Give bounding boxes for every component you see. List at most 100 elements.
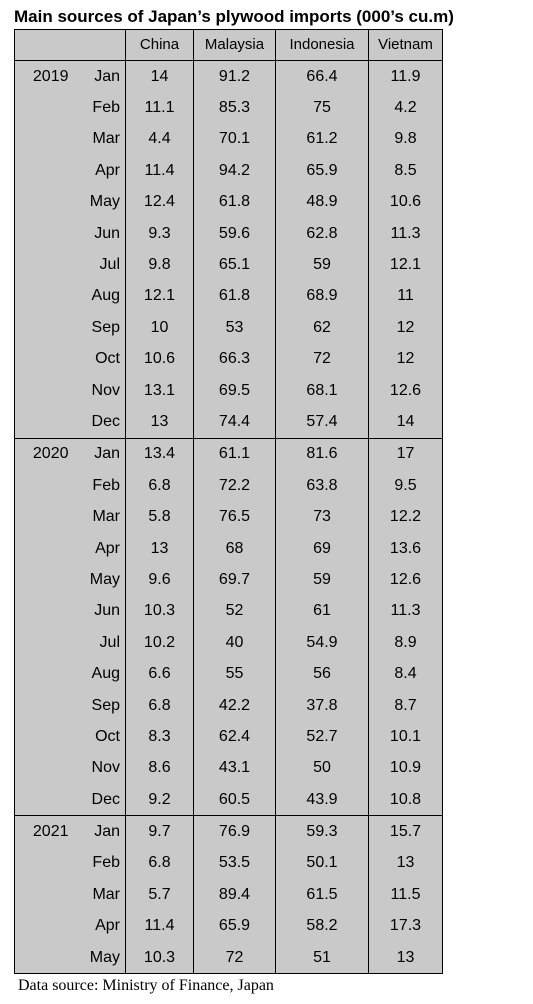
value-cell: 53 (193, 312, 276, 344)
year-cell (14, 941, 77, 975)
month-cell: Mar (76, 501, 126, 533)
value-cell: 43.1 (193, 752, 276, 784)
year-cell: 2020 (14, 437, 77, 471)
value-cell: 10.1 (368, 721, 443, 753)
month-cell: Jul (76, 249, 126, 281)
value-cell: 43.9 (275, 783, 369, 816)
value-cell: 10.2 (125, 627, 194, 659)
table-row: Apr 11.4 94.2 65.9 8.5 (14, 155, 443, 187)
column-header: Indonesia (275, 29, 369, 61)
year-cell (14, 532, 77, 565)
value-cell: 13.1 (125, 374, 194, 407)
month-cell: Jun (76, 217, 126, 250)
month-cell: Apr (76, 532, 126, 565)
year-cell (14, 501, 77, 533)
value-cell: 91.2 (193, 60, 276, 93)
value-cell: 55 (193, 658, 276, 690)
value-cell: 42.2 (193, 689, 276, 722)
value-cell: 69.7 (193, 564, 276, 596)
month-cell: Mar (76, 879, 126, 911)
table-row: Dec 13 74.4 57.4 14 (14, 406, 443, 439)
value-cell: 6.8 (125, 470, 194, 502)
value-cell: 8.7 (368, 689, 443, 722)
value-cell: 13 (125, 532, 194, 565)
month-cell: Sep (76, 689, 126, 722)
table-row: Jun 10.3 52 61 11.3 (14, 595, 443, 628)
value-cell: 61.5 (275, 879, 369, 911)
column-header: China (125, 29, 194, 61)
year-cell (14, 721, 77, 753)
value-cell: 12.4 (125, 186, 194, 218)
table-row: Jul 10.2 40 54.9 8.9 (14, 627, 443, 659)
value-cell: 11.5 (368, 879, 443, 911)
year-cell (14, 564, 77, 596)
month-cell: Oct (76, 721, 126, 753)
year-cell (14, 689, 77, 722)
value-cell: 94.2 (193, 155, 276, 187)
value-cell: 52.7 (275, 721, 369, 753)
value-cell: 56 (275, 658, 369, 690)
value-cell: 15.7 (368, 815, 443, 848)
value-cell: 48.9 (275, 186, 369, 218)
value-cell: 10.8 (368, 783, 443, 816)
value-cell: 11.3 (368, 217, 443, 250)
value-cell: 85.3 (193, 92, 276, 124)
year-cell (14, 595, 77, 628)
table-row: Jun 9.3 59.6 62.8 11.3 (14, 217, 443, 250)
value-cell: 89.4 (193, 879, 276, 911)
month-cell: Feb (76, 470, 126, 502)
value-cell: 10.3 (125, 941, 194, 975)
table-row: Oct 10.6 66.3 72 12 (14, 343, 443, 375)
year-cell (14, 312, 77, 344)
year-cell (14, 155, 77, 187)
value-cell: 69 (275, 532, 369, 565)
month-cell: Jan (76, 437, 126, 471)
month-cell: Aug (76, 280, 126, 313)
value-cell: 81.6 (275, 437, 369, 471)
year-cell (14, 470, 77, 502)
year-cell (14, 847, 77, 880)
value-cell: 76.5 (193, 501, 276, 533)
value-cell: 12 (368, 312, 443, 344)
value-cell: 72 (193, 941, 276, 975)
table-row: Sep 6.8 42.2 37.8 8.7 (14, 689, 443, 722)
value-cell: 17 (368, 437, 443, 471)
column-header: Vietnam (368, 29, 443, 61)
year-cell (14, 92, 77, 124)
value-cell: 68 (193, 532, 276, 565)
value-cell: 66.3 (193, 343, 276, 375)
month-cell: Nov (76, 374, 126, 407)
table-row: May 9.6 69.7 59 12.6 (14, 564, 443, 596)
month-cell: May (76, 941, 126, 975)
header-year (14, 29, 77, 61)
table-row: Apr 13 68 69 13.6 (14, 532, 443, 565)
value-cell: 13 (368, 941, 443, 975)
value-cell: 65.1 (193, 249, 276, 281)
value-cell: 12 (368, 343, 443, 375)
month-cell: Dec (76, 783, 126, 816)
month-cell: Nov (76, 752, 126, 784)
value-cell: 8.5 (368, 155, 443, 187)
year-cell (14, 783, 77, 816)
value-cell: 4.4 (125, 123, 194, 156)
value-cell: 11.4 (125, 910, 194, 942)
value-cell: 61.8 (193, 280, 276, 313)
value-cell: 63.8 (275, 470, 369, 502)
value-cell: 69.5 (193, 374, 276, 407)
month-cell: Oct (76, 343, 126, 375)
value-cell: 60.5 (193, 783, 276, 816)
value-cell: 10.9 (368, 752, 443, 784)
value-cell: 6.8 (125, 689, 194, 722)
value-cell: 13.4 (125, 437, 194, 471)
value-cell: 5.7 (125, 879, 194, 911)
column-header: Malaysia (193, 29, 276, 61)
value-cell: 50.1 (275, 847, 369, 880)
value-cell: 12.6 (368, 374, 443, 407)
year-cell (14, 627, 77, 659)
year-cell (14, 343, 77, 375)
month-cell: Aug (76, 658, 126, 690)
year-cell (14, 123, 77, 156)
header-row: China Malaysia Indonesia Vietnam (14, 29, 443, 61)
table-row: Aug 6.6 55 56 8.4 (14, 658, 443, 690)
table-row: Aug 12.1 61.8 68.9 11 (14, 280, 443, 313)
